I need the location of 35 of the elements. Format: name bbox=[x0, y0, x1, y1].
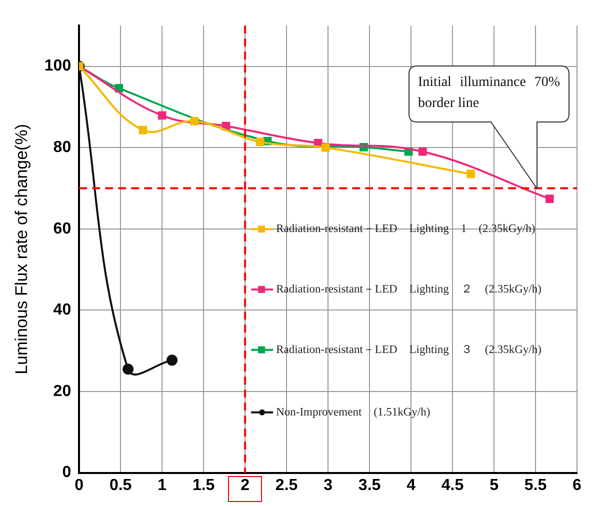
legend-label: Radiation-resistant－LED Lighting ３ (2.35kGy/h) bbox=[276, 344, 542, 356]
x-tick-label: 4 bbox=[406, 476, 416, 494]
y-tick-label: 80 bbox=[53, 138, 72, 156]
point bbox=[166, 354, 178, 366]
annotation: Initial illuminance 70% border line bbox=[418, 74, 560, 113]
x-tick-label: 2.5 bbox=[275, 476, 298, 494]
y-tick-label: 60 bbox=[53, 220, 72, 238]
x-tick-label: 3 bbox=[324, 476, 333, 494]
x-tick-label: 0.5 bbox=[109, 476, 132, 494]
x-tick-label: 5 bbox=[490, 476, 499, 494]
y-tick-label: 40 bbox=[53, 302, 72, 319]
point bbox=[545, 194, 554, 203]
point bbox=[466, 170, 475, 178]
y-axis-title: Luminous Flux rate of change(%) bbox=[12, 124, 31, 374]
y-tick-label: 0 bbox=[62, 464, 72, 482]
point bbox=[256, 138, 264, 146]
x-tick-label: 1 bbox=[158, 476, 167, 494]
point bbox=[122, 364, 134, 375]
y-tick-label: 100 bbox=[44, 58, 72, 75]
legend-label: Radiation-resistant－LED Lighting ２ (2.35kGy/h) bbox=[276, 283, 542, 296]
legend-label: Radiation-resistant－LED Lighting 1 (2.35kGy/h) bbox=[276, 223, 536, 236]
point bbox=[190, 116, 199, 126]
point bbox=[321, 143, 330, 152]
legend-label: Non-Improvement (1.51kGy/h) bbox=[276, 406, 430, 418]
x-tick-label: 3.5 bbox=[358, 476, 381, 494]
y-tick-label: 20 bbox=[53, 382, 72, 400]
x-tick-label: 5.5 bbox=[524, 476, 547, 494]
x-tick-label: 6 bbox=[572, 476, 582, 494]
point bbox=[418, 147, 427, 156]
point bbox=[138, 126, 148, 134]
x-tick-label: 1.5 bbox=[192, 476, 215, 494]
x-tick-label: 4.5 bbox=[441, 476, 464, 494]
x-tick-label: 0 bbox=[74, 476, 84, 494]
point bbox=[158, 111, 166, 120]
x-tick-label: 2 bbox=[240, 476, 250, 494]
